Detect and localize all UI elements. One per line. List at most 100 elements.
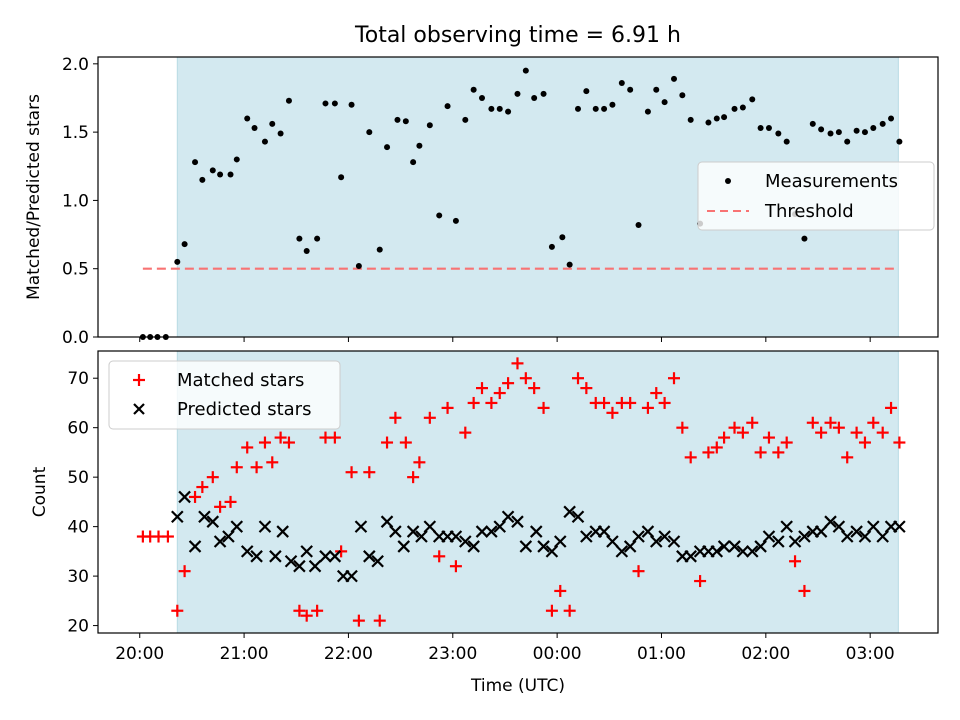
bottom-y-tick-label: 50 <box>67 468 89 488</box>
matched-star-point <box>824 416 837 429</box>
predicted-star-point <box>188 540 202 553</box>
measurement-point <box>402 118 409 125</box>
measurement-point <box>296 235 303 242</box>
predicted-star-point <box>606 535 619 548</box>
legend-threshold-label: Threshold <box>764 201 854 222</box>
predicted-star-point <box>710 545 724 558</box>
predicted-star-point <box>814 525 828 538</box>
matched-star-point <box>572 372 584 385</box>
matched-star-point <box>789 555 802 568</box>
figure-title: Total observing time = 6.91 h <box>354 23 681 48</box>
measurement-point <box>783 138 790 145</box>
matched-star-point <box>624 396 637 409</box>
matched-star-point <box>407 471 420 484</box>
measurement-point <box>376 246 383 253</box>
measurement-point <box>896 138 903 145</box>
matched-star-point <box>632 565 645 578</box>
measurement-point <box>609 101 616 108</box>
predicted-star-point <box>772 535 785 548</box>
measurement-point <box>835 129 842 136</box>
measurement-point <box>687 116 694 123</box>
predicted-star-point <box>658 530 671 543</box>
measurement-point <box>627 86 634 93</box>
x-tick-label: 00:00 <box>533 644 582 664</box>
predicted-star-point <box>580 530 593 543</box>
matched-star-point <box>328 431 341 444</box>
measurement-point <box>575 105 581 112</box>
matched-star-point <box>598 396 611 409</box>
measurement-point <box>548 243 555 250</box>
matched-star-point <box>867 416 880 429</box>
bottom-axes-frame <box>97 350 939 634</box>
matched-star-point <box>206 471 219 484</box>
x-tick-label: 03:00 <box>846 644 895 664</box>
predicted-star-point <box>571 510 585 524</box>
matched-star-point <box>684 451 697 464</box>
matched-star-point <box>841 451 854 464</box>
bottom-y-tick-label: 20 <box>67 617 89 637</box>
predicted-star-point <box>824 515 837 528</box>
matched-star-point <box>399 436 412 449</box>
matched-star-point <box>537 401 550 414</box>
measurement-point <box>531 94 538 101</box>
matched-star-point <box>230 461 243 474</box>
predicted-star-point <box>684 550 697 563</box>
measurement-point <box>199 176 206 183</box>
matched-star-point <box>606 406 619 419</box>
matched-star-point <box>493 387 506 400</box>
measurement-point <box>233 156 240 163</box>
measurement-point <box>269 120 276 127</box>
measurement-point <box>844 138 851 145</box>
measurement-point <box>522 67 529 74</box>
predicted-star-point <box>269 550 282 563</box>
measurement-point <box>765 125 772 132</box>
x-tick-label: 20:00 <box>115 644 164 664</box>
bottom-x-ticks: 20:00 21:00 22:00 23:00 00:00 01:00 02:00 03:00 <box>115 633 895 664</box>
matched-star-point <box>413 456 426 469</box>
predicted-star-point <box>293 559 306 573</box>
matched-star-point <box>772 446 785 459</box>
matched-star-point <box>668 372 680 385</box>
legend-predicted-marker <box>133 403 145 415</box>
predicted-star-point <box>736 545 750 558</box>
predicted-star-point <box>213 535 227 548</box>
top-legend: Measurements Threshold <box>697 161 935 231</box>
predicted-star-point <box>284 554 298 568</box>
measurement-point <box>303 247 310 254</box>
matched-star-point <box>171 604 184 617</box>
measurement-point <box>583 88 590 95</box>
matched-star-point <box>580 382 593 395</box>
matched-star-point <box>545 604 558 617</box>
matched-star-point <box>161 530 174 543</box>
predicted-star-point <box>423 520 437 533</box>
measurement-point <box>322 100 329 107</box>
legend-measurements-marker <box>725 178 731 184</box>
matched-star-point <box>352 614 365 627</box>
matched-star-point <box>641 401 654 414</box>
predicted-star-point <box>178 490 191 504</box>
measurement-point <box>338 174 345 181</box>
matched-star-point <box>528 382 541 395</box>
predicted-star-point <box>467 540 480 553</box>
measurement-point <box>653 86 660 93</box>
measurement-point <box>818 126 825 133</box>
predicted-star-point <box>300 545 313 558</box>
predicted-star-point <box>745 545 759 558</box>
measurement-point <box>731 105 738 112</box>
matched-star-point <box>363 466 376 479</box>
measurement-point <box>436 212 443 219</box>
matched-star-point <box>459 426 472 439</box>
matched-star-point <box>780 436 793 449</box>
matched-star-point <box>511 357 524 370</box>
x-tick-label: 21:00 <box>220 644 269 664</box>
predicted-star-point <box>717 540 731 553</box>
predicted-star-point <box>788 535 802 548</box>
top-y-tick-label: 2.0 <box>62 55 89 75</box>
matched-star-point <box>476 382 488 395</box>
measurement-point <box>479 94 485 101</box>
matched-star-point <box>815 426 828 439</box>
measurement-point <box>861 129 868 136</box>
matched-star-point <box>710 441 723 454</box>
bottom-y-tick-label: 60 <box>67 419 89 439</box>
